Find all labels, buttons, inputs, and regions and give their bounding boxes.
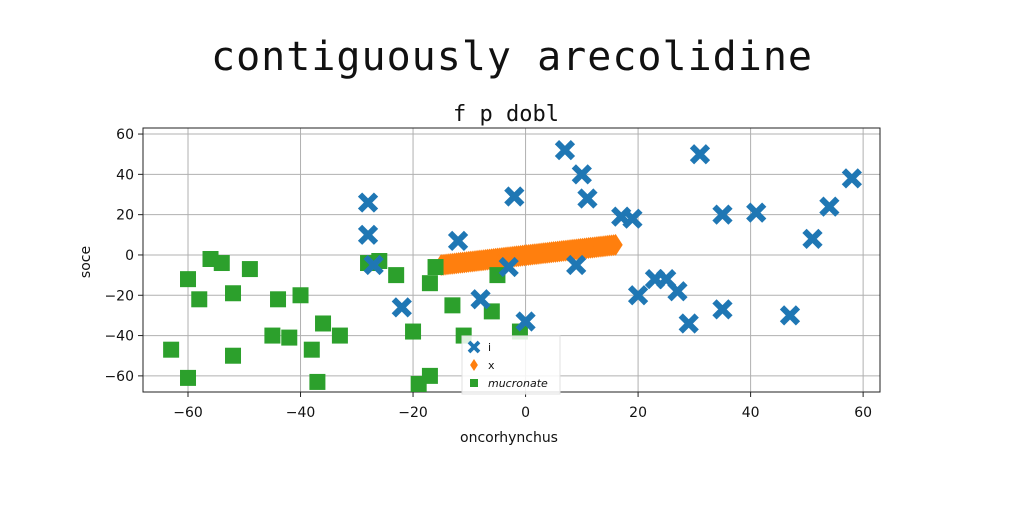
series-i-point <box>819 196 840 217</box>
series-i-point <box>554 140 576 161</box>
series-mucronate-point <box>405 323 422 340</box>
y-tick-label: 40 <box>116 167 134 183</box>
series-i-point <box>779 305 801 326</box>
legend-box <box>461 335 561 395</box>
series-i-point <box>363 254 384 276</box>
series-mucronate-point <box>331 327 348 344</box>
series-mucronate-point <box>410 375 427 392</box>
series-i-point <box>391 297 412 318</box>
figure-suptitle: contiguously arecolidine <box>211 34 813 80</box>
series-i-point <box>667 281 688 302</box>
x-axis-label: oncorhynchus <box>460 430 558 446</box>
series-mucronate-point <box>163 341 180 358</box>
series-i-point <box>712 299 733 320</box>
series-mucronate-point <box>309 373 326 390</box>
series-i-point <box>447 230 469 251</box>
series-mucronate-point <box>270 291 287 308</box>
x-tick-label: −20 <box>398 405 428 421</box>
series-mucronate-point <box>421 275 438 292</box>
series-i-point <box>566 254 587 276</box>
y-tick-label: −60 <box>104 369 134 385</box>
legend-label: x <box>488 359 495 372</box>
series-i-point <box>515 311 536 332</box>
y-axis-label: soce <box>78 246 94 278</box>
series-mucronate-point <box>241 261 258 278</box>
series-mucronate-point <box>264 327 281 344</box>
x-tick-label: 0 <box>521 405 530 421</box>
series-i-point <box>357 192 379 213</box>
y-tick-label: −40 <box>104 329 134 345</box>
series-i-point <box>571 164 592 185</box>
series-mucronate-point <box>388 267 405 284</box>
x-tick-label: 40 <box>742 405 760 421</box>
series-mucronate-point <box>292 287 309 304</box>
series-mucronate-point <box>180 271 197 288</box>
y-tick-label: 60 <box>116 127 134 143</box>
series-mucronate-point <box>225 285 242 302</box>
legend-label: mucronate <box>488 377 548 390</box>
y-tick-label: −20 <box>104 288 134 304</box>
series-mucronate-point <box>427 259 444 276</box>
series-i-point <box>577 188 598 209</box>
y-tick-label: 0 <box>125 248 134 264</box>
series-i <box>357 140 862 334</box>
series-i-point <box>498 256 519 278</box>
series-mucronate-point <box>202 250 219 267</box>
series-i-point <box>802 228 823 249</box>
series-i-point <box>678 313 699 334</box>
series-i-point <box>357 224 379 245</box>
x-tick-label: −60 <box>173 405 203 421</box>
y-tick-label: 20 <box>116 208 134 224</box>
series-i-point <box>627 285 649 306</box>
x-tick-label: −40 <box>286 405 316 421</box>
series-i-point <box>689 144 711 165</box>
chart-legend: ix mucronate <box>461 335 561 395</box>
series-mucronate-point <box>180 369 197 386</box>
series-mucronate-point <box>303 341 320 358</box>
series-x-point <box>608 233 623 256</box>
series-i-point <box>622 208 643 229</box>
legend-marker <box>470 379 478 387</box>
chart-title: f p dobl <box>453 102 559 127</box>
x-tick-label: 60 <box>854 405 872 421</box>
series-mucronate-point <box>191 291 208 308</box>
legend-marker <box>470 359 478 371</box>
series-i-point <box>841 168 862 189</box>
series-i-point <box>746 202 767 223</box>
series-mucronate-point <box>444 297 461 314</box>
x-tick-labels: −60 −40 −20 0 20 40 60 <box>173 405 872 421</box>
series-i-point <box>504 186 525 207</box>
series-mucronate-point <box>281 329 298 346</box>
series-i-point <box>470 289 491 310</box>
x-tick-label: 20 <box>629 405 647 421</box>
series-mucronate-point <box>225 347 242 364</box>
legend-label: i <box>488 341 491 354</box>
series-mucronate-point <box>315 315 332 332</box>
y-tick-labels: −60 −40 −20 0 20 40 60 <box>104 127 134 385</box>
legend-marker <box>467 340 481 354</box>
series-i-point <box>712 204 733 225</box>
